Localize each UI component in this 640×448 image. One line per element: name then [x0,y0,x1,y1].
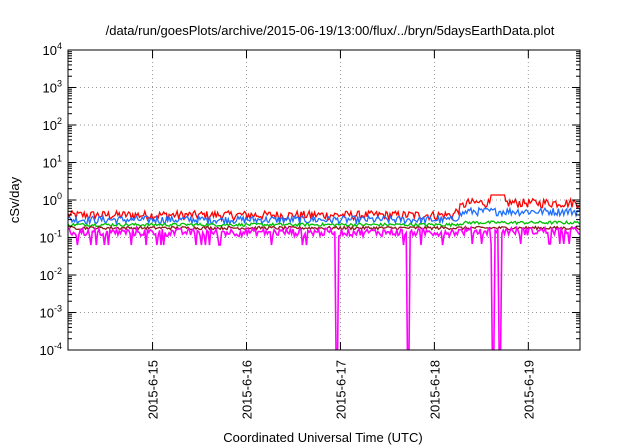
grid-lines [68,50,580,350]
x-tick-label: 2015-6-15 [146,360,161,419]
y-tick-label: 104 [43,41,62,58]
y-tick-label: 10-1 [40,229,62,246]
x-ticks: 2015-6-15 2015-6-16 2015-6-17 2015-6-18 2015… [146,50,536,419]
y-ticks: 10-4 10-3 10-2 10-1 100 101 102 103 104 [40,41,580,358]
y-tick-label: 102 [43,116,62,133]
y-tick-label: 100 [43,191,62,208]
x-tick-label: 2015-6-18 [427,360,442,419]
y-tick-label: 101 [43,154,62,171]
series-line [68,219,580,228]
y-tick-label: 103 [43,79,62,96]
series-line [68,225,580,231]
y-tick-label: 10-4 [40,341,62,358]
x-tick-label: 2015-6-19 [521,360,536,419]
y-tick-label: 10-3 [40,304,62,321]
chart-title: /data/run/goesPlots/archive/2015-06-19/1… [106,23,555,38]
x-axis-label: Coordinated Universal Time (UTC) [223,430,422,445]
x-tick-label: 2015-6-17 [333,360,348,419]
series-line [68,206,580,227]
series-line [68,194,580,223]
series-line [68,225,580,350]
x-tick-label: 2015-6-16 [239,360,254,419]
y-tick-label: 10-2 [40,266,62,283]
plot-area [68,194,580,350]
y-axis-label: cSv/day [7,176,22,223]
